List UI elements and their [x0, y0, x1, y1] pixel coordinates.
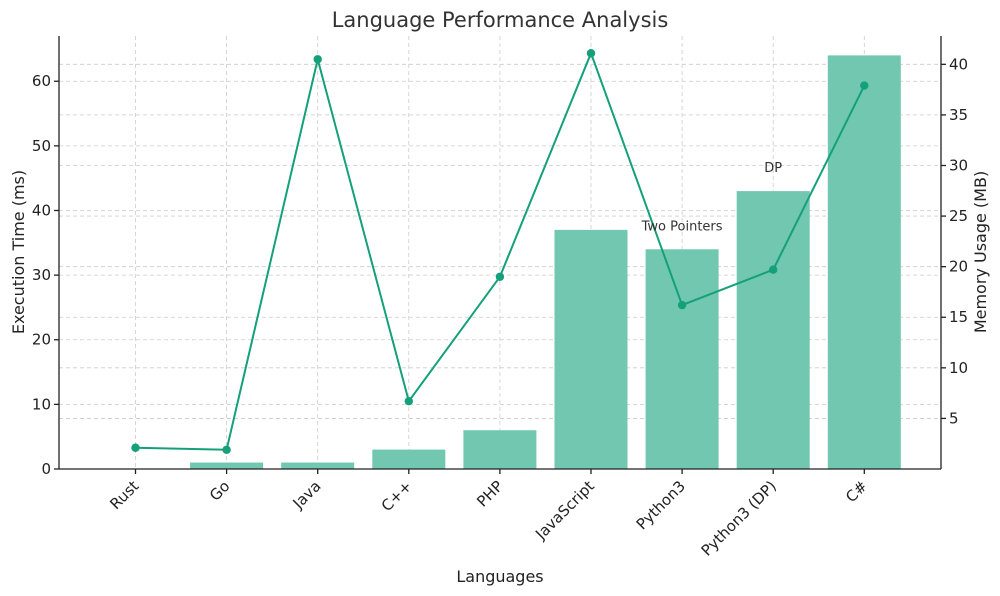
chart-title: Language Performance Analysis: [332, 8, 669, 32]
x-tick-label: Go: [206, 477, 233, 504]
line-point: [222, 445, 231, 454]
annotations: Two Pointers DP: [641, 161, 783, 234]
grid: [59, 36, 941, 470]
right-y-tick-label: 40: [949, 55, 968, 73]
left-y-tick-label: 10: [32, 395, 51, 413]
x-tick-label: C++: [378, 477, 416, 515]
line-point: [586, 48, 596, 58]
bar: [645, 249, 719, 469]
x-tick-labels: Rust Go Java C++ PHP JavaScript Python3 Python3…: [106, 469, 871, 560]
bar-series: [190, 55, 901, 469]
left-y-tick-label: 20: [32, 331, 51, 349]
right-y-tick-label: 25: [949, 207, 968, 225]
line-point: [313, 55, 322, 64]
bar: [190, 462, 264, 469]
right-y-tick-label: 5: [949, 409, 959, 427]
line-point: [404, 397, 413, 406]
line-point: [131, 443, 140, 452]
bar: [827, 55, 901, 469]
right-y-axis-label: Memory Usage (MB): [971, 171, 990, 333]
right-y-tick-label: 30: [949, 156, 968, 174]
x-tick-label: Rust: [106, 477, 142, 513]
x-tick-label: C#: [842, 477, 871, 506]
right-y-tick-label: 10: [949, 359, 968, 377]
left-y-tick-label: 0: [41, 460, 51, 478]
left-y-tick-label: 30: [32, 266, 51, 284]
x-tick-label: JavaScript: [531, 477, 598, 544]
line-point: [495, 272, 505, 281]
left-y-axis-label: Execution Time (ms): [9, 170, 28, 334]
right-y-tick-label: 15: [949, 308, 968, 326]
x-tick-label: PHP: [473, 477, 506, 510]
bar: [736, 191, 810, 469]
bar: [281, 462, 355, 469]
line-point: [769, 265, 778, 274]
left-y-tick-labels: 0 10 20 30 40 50 60: [32, 72, 59, 478]
annotation: DP: [764, 161, 782, 176]
x-tick-label: Java: [289, 477, 325, 513]
bar: [372, 449, 446, 469]
x-tick-label: Python3: [633, 477, 689, 533]
left-y-tick-label: 40: [32, 201, 51, 219]
left-y-tick-label: 50: [32, 137, 51, 155]
left-y-tick-label: 60: [32, 72, 51, 90]
x-axis-label: Languages: [456, 567, 543, 586]
line-point: [677, 300, 687, 310]
right-y-tick-label: 20: [949, 258, 968, 276]
right-y-tick-labels: 5 10 15 20 25 30 35 40: [941, 55, 968, 427]
annotation: Two Pointers: [641, 219, 723, 234]
bar: [463, 430, 537, 469]
bar: [554, 229, 628, 469]
x-tick-label: Python3 (DP): [698, 477, 780, 559]
right-y-tick-label: 35: [949, 106, 968, 124]
line-series: [131, 48, 869, 454]
line-point: [860, 81, 869, 90]
